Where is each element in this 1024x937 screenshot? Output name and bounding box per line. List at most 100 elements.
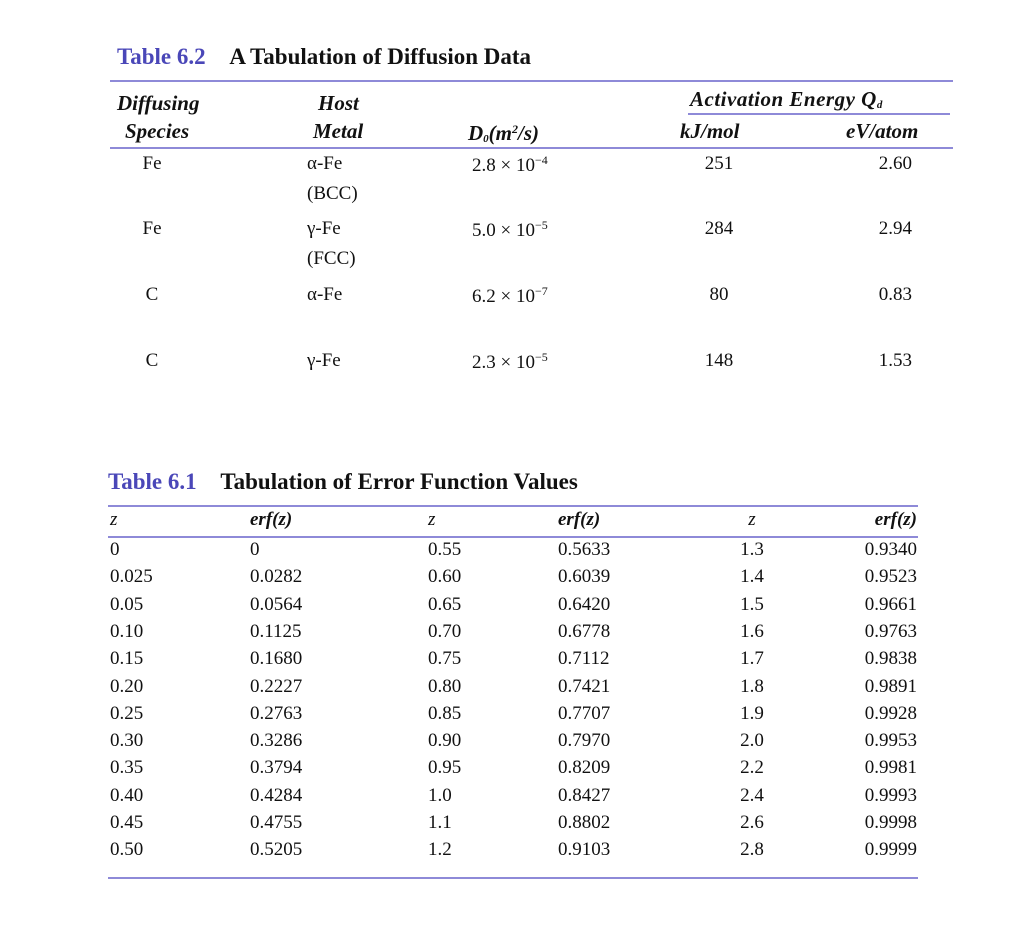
cell-host: γ-Fe xyxy=(307,350,341,371)
cell-structure: (BCC) xyxy=(307,183,358,204)
cell-host: α-Fe xyxy=(307,153,343,174)
cell-erf: 0.9763 xyxy=(864,620,917,642)
cell-z: 0.25 xyxy=(110,702,144,724)
cell-erf: 0.7970 xyxy=(558,730,611,752)
cell-z: 1.3 xyxy=(740,539,764,560)
cell-z: 0.95 xyxy=(428,757,462,779)
table-title: Tabulation of Error Function Values xyxy=(220,469,578,494)
cell-erf: 0.7112 xyxy=(558,648,610,670)
cell-species: C xyxy=(145,350,159,371)
cell-z: 0.15 xyxy=(110,648,144,670)
table-6-2-caption: Table 6.2 A Tabulation of Diffusion Data xyxy=(117,44,531,70)
cell-z: 2.6 xyxy=(740,812,764,833)
header-z: z xyxy=(110,509,118,530)
header-rule xyxy=(108,536,918,538)
table-number: Table 6.1 xyxy=(108,469,197,494)
cell-erf: 0.4284 xyxy=(250,784,303,806)
header-z: z xyxy=(428,509,436,530)
d0-unit-tail: /s) xyxy=(518,121,539,145)
table-title: A Tabulation of Diffusion Data xyxy=(229,44,532,69)
cell-erf: 0.9891 xyxy=(864,675,917,697)
cell-erf: 0.1680 xyxy=(250,648,303,670)
d0-subscript: 0 xyxy=(483,133,489,145)
cell-z: 1.9 xyxy=(740,702,764,724)
d0-exponent: −4 xyxy=(534,153,548,167)
d0-mantissa: 2.3 × 10 xyxy=(472,352,535,373)
cell-erf: 0.8802 xyxy=(558,812,611,833)
cell-z: 0.40 xyxy=(110,784,144,806)
cell-host: α-Fe xyxy=(307,284,343,305)
cell-erf: 0.8427 xyxy=(558,784,611,806)
cell-ev: 0.83 xyxy=(878,284,912,305)
header-ev: eV/atom xyxy=(846,119,919,143)
cell-z: 2.2 xyxy=(740,757,764,779)
table-6-1-caption: Table 6.1 Tabulation of Error Function V… xyxy=(108,469,578,495)
d0-exponent: −5 xyxy=(534,218,548,232)
d0-mantissa: 5.0 × 10 xyxy=(472,220,535,241)
cell-kj: 251 xyxy=(704,153,734,174)
cell-species: Fe xyxy=(142,153,162,174)
cell-z: 1.6 xyxy=(740,620,764,642)
cell-species: Fe xyxy=(142,218,162,239)
cell-erf: 0.6039 xyxy=(558,566,611,588)
d0-exponent: −7 xyxy=(534,284,548,298)
header-kj: kJ/mol xyxy=(680,119,740,143)
header-z: z xyxy=(748,509,756,530)
d0-unit: (m xyxy=(488,121,512,145)
cell-z: 0.65 xyxy=(428,593,462,615)
cell-z: 0.80 xyxy=(428,675,462,697)
cell-d0: 2.8 × 10−4 xyxy=(472,153,548,177)
cell-z: 0.60 xyxy=(428,566,462,588)
bottom-rule xyxy=(108,877,918,879)
table-number: Table 6.2 xyxy=(117,44,206,69)
cell-z: 0 xyxy=(110,539,120,560)
cell-erf: 0.7707 xyxy=(558,702,611,724)
cell-z: 0.30 xyxy=(110,730,144,752)
cell-z: 0.75 xyxy=(428,648,462,670)
cell-erf: 0.9661 xyxy=(864,593,917,615)
header-host-2: Metal xyxy=(313,119,364,143)
d0-mantissa: 2.8 × 10 xyxy=(472,155,535,176)
cell-erf: 0.5633 xyxy=(558,539,611,560)
cell-z: 2.8 xyxy=(740,839,764,861)
cell-z: 0.35 xyxy=(110,757,144,779)
cell-kj: 148 xyxy=(704,350,734,371)
cell-structure: (FCC) xyxy=(307,248,356,269)
cell-z: 1.4 xyxy=(740,566,764,588)
cell-z: 0.55 xyxy=(428,539,462,560)
cell-erf: 0.6778 xyxy=(558,620,611,642)
header-species-1: Diffusing xyxy=(117,91,200,115)
header-activation-energy: Activation Energy Qd xyxy=(690,87,883,112)
cell-z: 1.1 xyxy=(428,812,452,833)
top-rule xyxy=(108,505,918,507)
header-d0: D0(m2/s) xyxy=(468,121,539,146)
cell-d0: 6.2 × 10−7 xyxy=(472,284,548,308)
cell-d0: 5.0 × 10−5 xyxy=(472,218,548,242)
cell-ev: 1.53 xyxy=(878,350,912,371)
cell-z: 0.025 xyxy=(110,566,153,588)
cell-d0: 2.3 × 10−5 xyxy=(472,350,548,374)
cell-z: 1.8 xyxy=(740,675,764,697)
cell-ev: 2.94 xyxy=(878,218,912,239)
cell-z: 1.5 xyxy=(740,593,764,615)
cell-z: 1.7 xyxy=(740,648,764,670)
d0-unit-exp: 2 xyxy=(512,122,518,136)
cell-z: 0.50 xyxy=(110,839,144,861)
cell-kj: 284 xyxy=(704,218,734,239)
cell-erf: 0.7421 xyxy=(558,675,611,697)
cell-z: 1.2 xyxy=(428,839,452,861)
header-erf: erf(z) xyxy=(250,509,293,530)
top-rule xyxy=(110,80,953,82)
cell-z: 0.05 xyxy=(110,593,144,615)
cell-z: 0.90 xyxy=(428,730,462,752)
cell-erf: 0.9928 xyxy=(864,702,917,724)
header-host-1: Host xyxy=(318,91,359,115)
header-erf: erf(z) xyxy=(874,509,917,530)
header-rule xyxy=(110,147,953,149)
cell-kj: 80 xyxy=(709,284,729,305)
cell-erf: 0.9103 xyxy=(558,839,611,861)
cell-ev: 2.60 xyxy=(878,153,912,174)
activation-label: Activation Energy Q xyxy=(690,87,877,111)
cell-erf: 0.2227 xyxy=(250,675,303,697)
cell-erf: 0.6420 xyxy=(558,593,611,615)
